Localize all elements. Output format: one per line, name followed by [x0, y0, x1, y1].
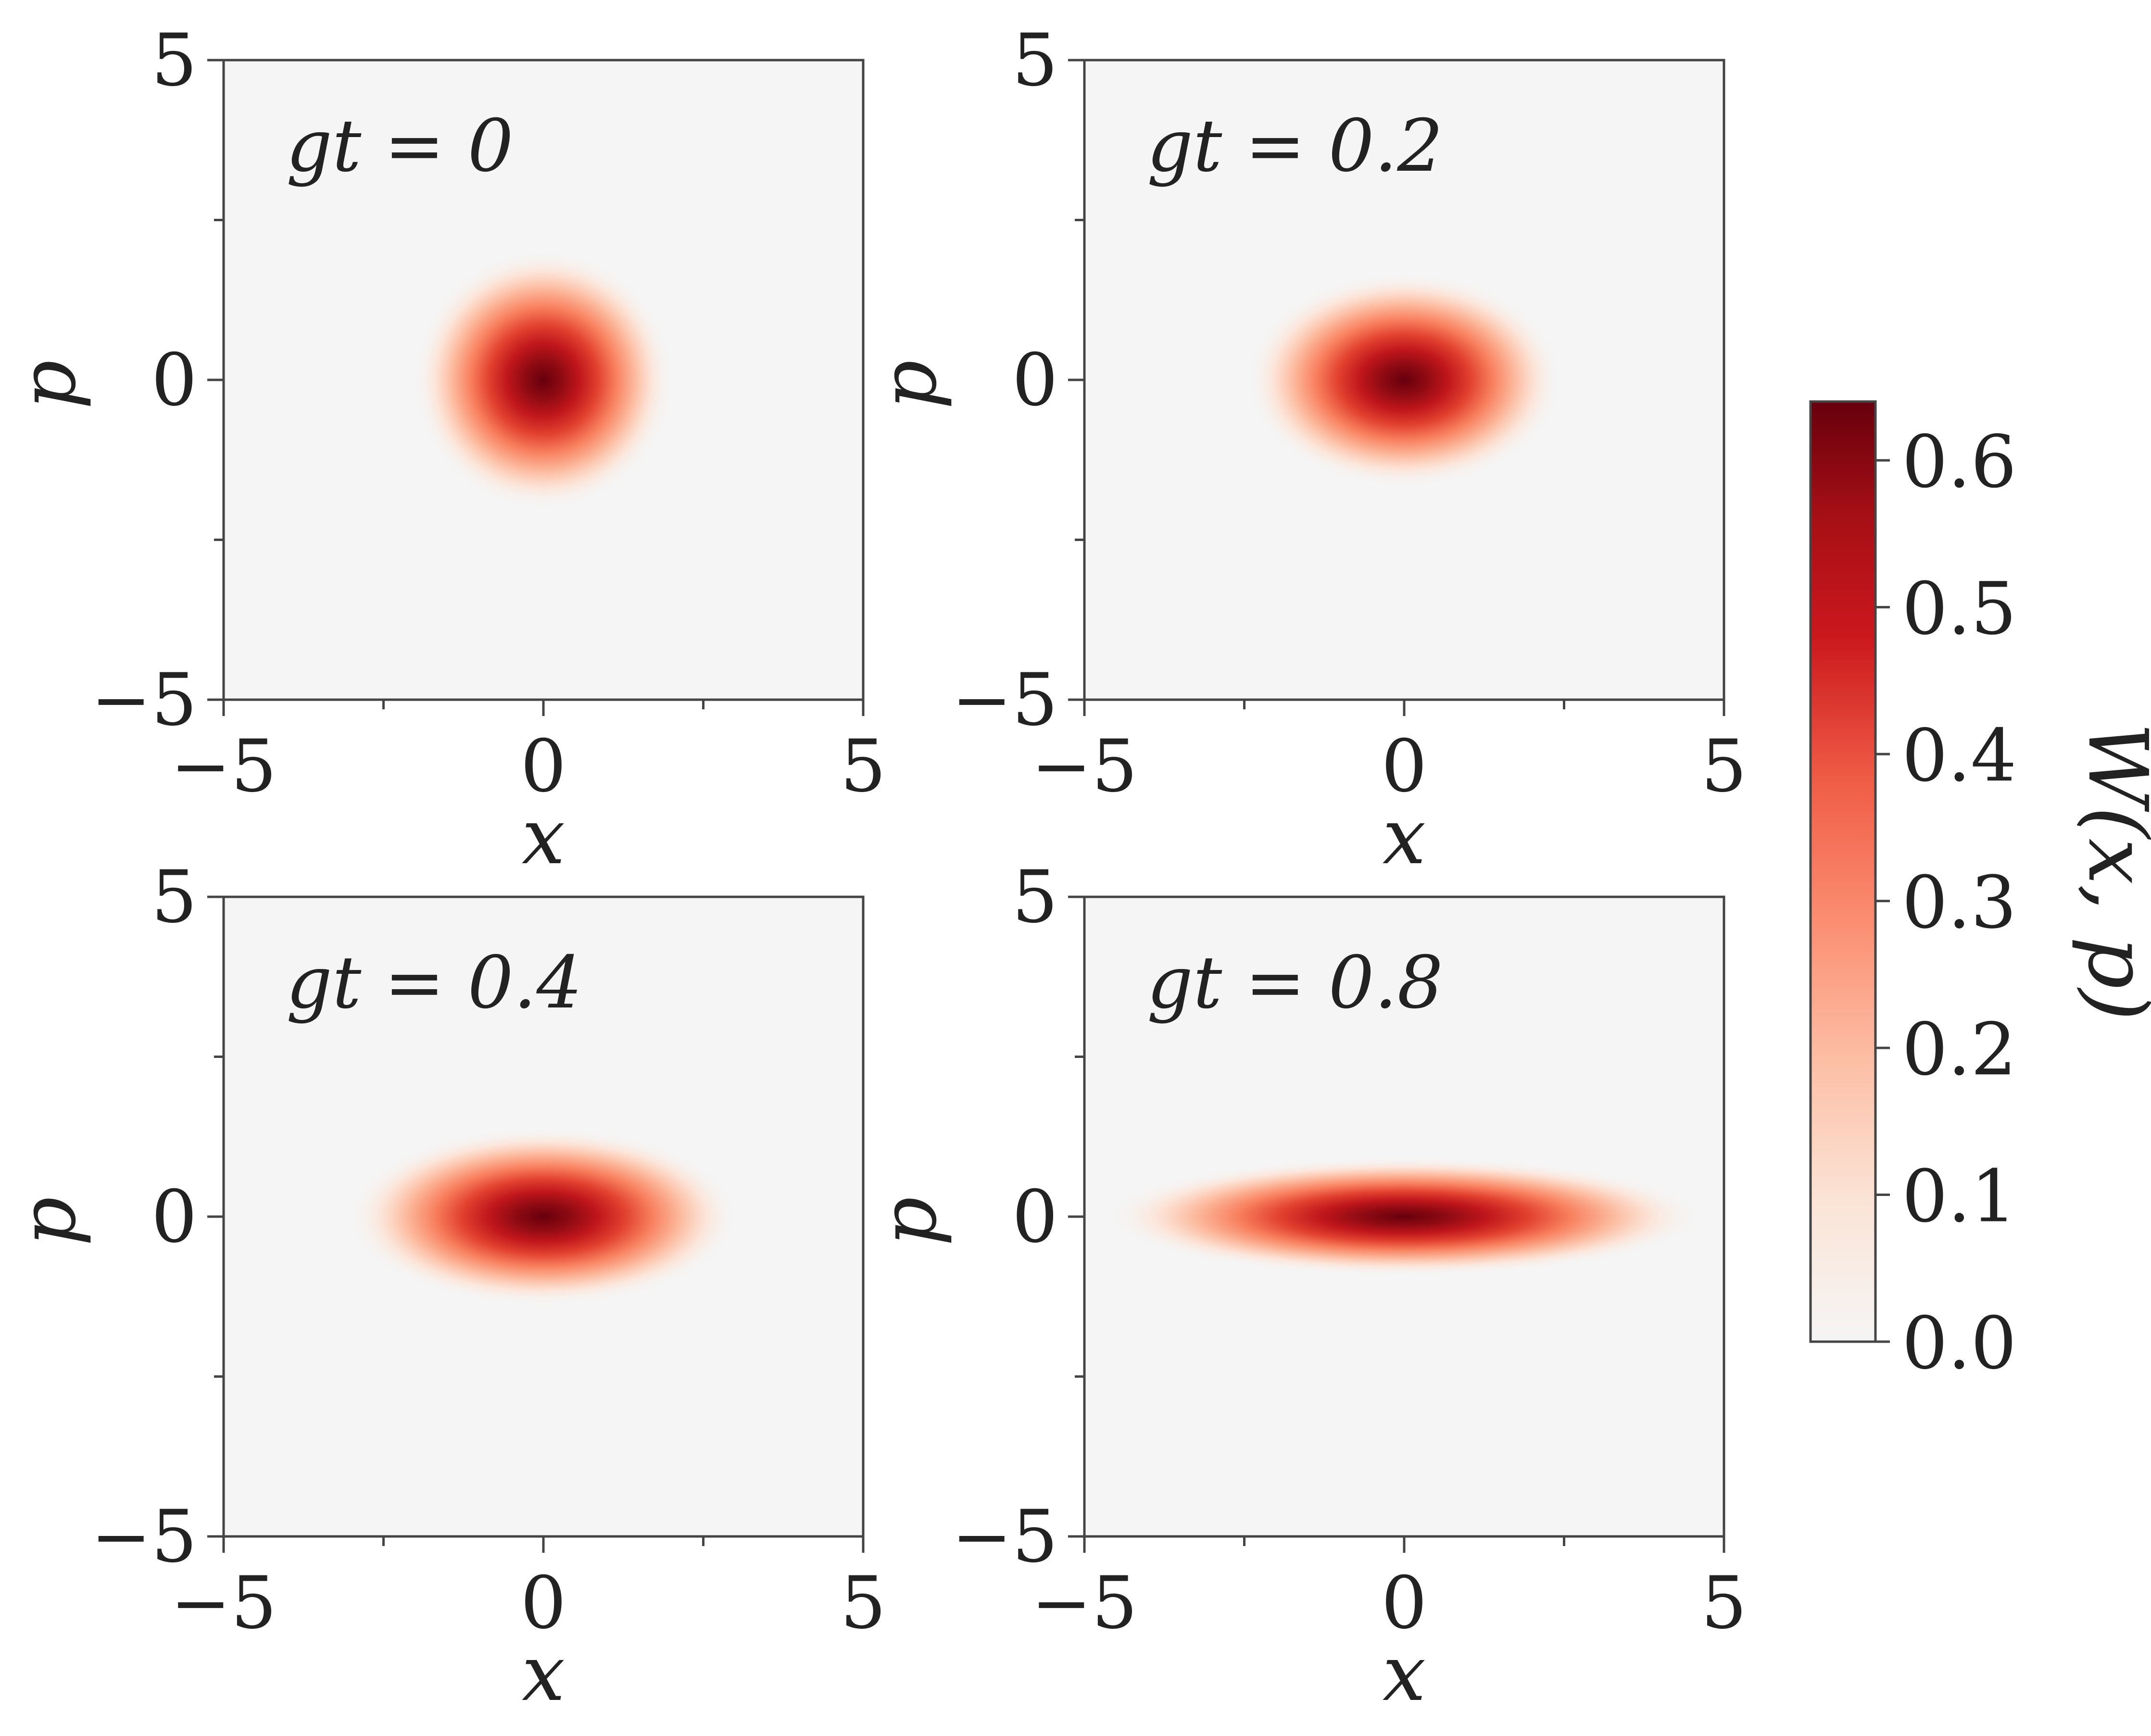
- y-tick-label: −5: [91, 1495, 197, 1579]
- y-tick-label: −5: [91, 658, 197, 742]
- panel-label: gt = 0.4: [286, 941, 582, 1025]
- colorbar-tick-label: 0.2: [1902, 1008, 2017, 1092]
- x-axis-label: x: [522, 792, 565, 881]
- colorbar-tick-label: 0.1: [1902, 1155, 2017, 1239]
- x-axis-label: x: [522, 1628, 565, 1718]
- y-tick-label: 5: [1012, 19, 1058, 102]
- y-tick-label: 0: [1012, 339, 1058, 422]
- y-tick-label: −5: [952, 1495, 1058, 1579]
- panel-4: −5 0 5 5 0 −5 x p gt = 0.8: [864, 855, 1747, 1718]
- x-tick-label: 0: [1381, 1561, 1427, 1645]
- wigner-distribution: [414, 250, 673, 510]
- panels: −5 0 5 5 0 −5 x p gt = 0 −5 0 5 5 0 −5 x p gt = 0.2 −5 0 5 5 0…: [3, 19, 1747, 1718]
- x-axis-label: x: [1383, 792, 1426, 881]
- x-tick-label: 5: [1701, 725, 1747, 808]
- x-tick-label: −5: [1031, 1561, 1137, 1645]
- y-tick-label: 0: [151, 339, 197, 422]
- y-axis-label: p: [864, 1197, 954, 1246]
- colorbar-tick-label: 0.4: [1902, 714, 2017, 798]
- x-axis-label: x: [1383, 1628, 1426, 1718]
- x-tick-label: 5: [840, 725, 886, 808]
- colorbar-tick-label: 0.3: [1902, 861, 2017, 945]
- x-tick-label: −5: [1031, 725, 1137, 808]
- y-axis-label: p: [864, 360, 954, 409]
- colorbar-frame: [1809, 400, 1877, 1343]
- panel-label: gt = 0: [286, 104, 514, 188]
- wigner-distribution: [1246, 272, 1562, 488]
- y-tick-label: 0: [1012, 1175, 1058, 1259]
- colorbar: 0.0 0.1 0.2 0.3 0.4 0.5 0.6 W(x, p): [1809, 400, 2151, 1385]
- x-tick-label: 0: [1381, 725, 1427, 808]
- x-tick-label: 0: [520, 725, 566, 808]
- colorbar-tick-label: 0.6: [1902, 420, 2017, 504]
- panel-3: −5 0 5 5 0 −5 x p gt = 0.4: [3, 855, 886, 1718]
- x-tick-label: −5: [170, 1561, 277, 1645]
- panel-label: gt = 0.2: [1147, 104, 1443, 188]
- colorbar-tick-label: 0.0: [1902, 1302, 2017, 1385]
- y-tick-label: 0: [151, 1175, 197, 1259]
- y-tick-label: 5: [151, 19, 197, 102]
- panel-label: gt = 0.8: [1147, 941, 1443, 1025]
- y-tick-label: −5: [952, 658, 1058, 742]
- x-tick-label: 5: [840, 1561, 886, 1645]
- colorbar-label: W(x, p): [2070, 722, 2151, 1020]
- x-tick-label: −5: [170, 725, 277, 808]
- y-tick-label: 5: [151, 855, 197, 939]
- y-tick-label: 5: [1012, 855, 1058, 939]
- x-tick-label: 0: [520, 1561, 566, 1645]
- colorbar-tick-label: 0.5: [1902, 567, 2017, 651]
- wigner-distribution: [349, 1127, 738, 1306]
- x-tick-label: 5: [1701, 1561, 1747, 1645]
- panel-2: −5 0 5 5 0 −5 x p gt = 0.2: [864, 19, 1747, 881]
- y-axis-label: p: [3, 360, 93, 409]
- wigner-distribution: [1107, 1157, 1701, 1276]
- colorbar-gradient: [1811, 402, 1875, 1342]
- panel-1: −5 0 5 5 0 −5 x p gt = 0: [3, 19, 886, 881]
- y-axis-label: p: [3, 1197, 93, 1246]
